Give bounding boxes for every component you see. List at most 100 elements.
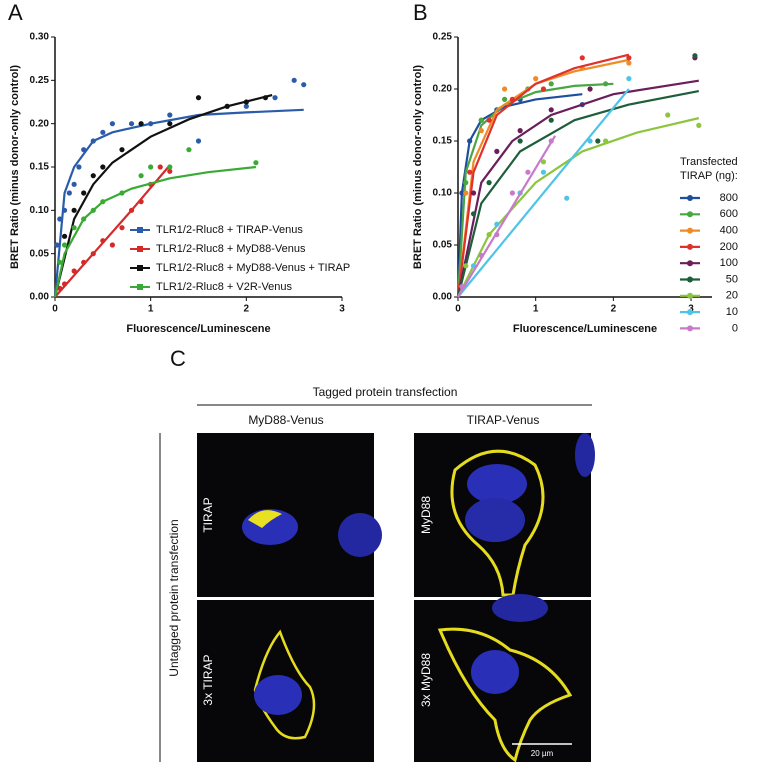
data-point (626, 60, 632, 66)
data-point (148, 121, 154, 127)
data-point (467, 138, 473, 144)
data-point (167, 168, 173, 174)
y-tick-label: 0.30 (30, 32, 50, 43)
legend-label: 0 (732, 322, 738, 334)
data-point (81, 216, 87, 222)
legend-marker (687, 243, 693, 250)
legend-label: TLR1/2-Rluc8 + MyD88-Venus + TIRAP (156, 262, 350, 274)
data-point (61, 233, 68, 239)
micrograph: 3x TIRAP (197, 600, 374, 762)
data-point (71, 207, 77, 213)
legend-label: 800 (720, 192, 738, 204)
legend-label: 50 (726, 273, 738, 285)
y-tick-label: 0.05 (30, 248, 50, 259)
data-point (517, 128, 523, 134)
y-tick-label: 0.10 (433, 188, 453, 199)
y-tick-label: 0.10 (30, 205, 50, 216)
x-tick-label: 0 (455, 304, 461, 315)
data-point (138, 199, 144, 205)
y-tick-label: 0.20 (30, 118, 50, 129)
legend-title: Transfected (680, 156, 738, 168)
data-point (100, 164, 106, 170)
y-tick-label: 0.00 (30, 292, 50, 303)
data-point (502, 96, 508, 102)
data-point (548, 81, 554, 87)
data-point (81, 147, 87, 153)
data-point (548, 107, 554, 113)
data-point (540, 159, 547, 165)
y-axis-label: BRET Ratio (minus donor-only control) (412, 65, 424, 269)
legend-marker (137, 284, 143, 290)
y-tick-label: 0.00 (433, 292, 453, 303)
data-point (502, 86, 508, 92)
legend-marker (687, 292, 693, 299)
data-point (224, 103, 230, 109)
legend-label: 100 (720, 257, 738, 269)
data-point (494, 148, 500, 154)
data-point (486, 180, 492, 186)
data-point (119, 190, 125, 196)
data-point (54, 242, 60, 248)
data-point (696, 122, 702, 128)
legend-label: 400 (720, 225, 738, 237)
legend-marker (137, 265, 143, 271)
micrograph: TIRAP (197, 433, 382, 597)
data-point (602, 81, 609, 87)
data-point (494, 221, 500, 227)
data-point (517, 138, 523, 144)
panel-title: Tagged protein transfection (313, 385, 458, 399)
data-point (119, 147, 125, 153)
data-point (486, 232, 492, 238)
x-tick-label: 3 (339, 304, 345, 315)
data-point (66, 190, 72, 196)
data-point (76, 164, 82, 170)
y-axis-label: BRET Ratio (minus donor-only control) (9, 65, 21, 269)
data-point (467, 169, 473, 175)
data-point (90, 207, 96, 213)
panel-label: C (170, 346, 186, 371)
data-point (494, 232, 500, 238)
data-point (100, 129, 106, 135)
data-point (463, 263, 469, 269)
legend-label: TLR1/2-Rluc8 + TIRAP-Venus (156, 224, 303, 236)
data-point (90, 138, 96, 144)
data-point (291, 77, 297, 83)
legend-label: TLR1/2-Rluc8 + MyD88-Venus (156, 243, 306, 255)
x-axis-label: Fluorescence/Luminescene (513, 323, 657, 335)
data-point (167, 121, 173, 127)
data-point (57, 216, 63, 222)
data-point (81, 259, 87, 265)
legend-marker (687, 309, 693, 316)
data-point (587, 86, 593, 92)
data-point (470, 190, 477, 196)
fit-curve (457, 88, 630, 298)
data-point (138, 173, 144, 179)
data-point (459, 284, 465, 290)
x-tick-label: 2 (611, 304, 617, 315)
legend-marker (687, 211, 693, 218)
x-tick-label: 0 (52, 304, 58, 315)
data-point (253, 160, 259, 166)
image-label: 3x MyD88 (419, 653, 433, 707)
y-tick-label: 0.05 (433, 240, 453, 251)
data-point (243, 99, 249, 105)
data-point (71, 181, 77, 187)
y-tick-label: 0.25 (30, 75, 50, 86)
image-label: 3x TIRAP (201, 654, 215, 705)
data-point (665, 112, 671, 118)
legend-marker (137, 246, 143, 252)
data-point (692, 53, 698, 59)
fit-curve (53, 165, 257, 298)
data-point (540, 86, 547, 92)
data-point (81, 190, 87, 196)
legend-marker (687, 260, 693, 267)
panel-label: A (8, 0, 23, 25)
data-point (61, 207, 68, 213)
data-point (533, 76, 539, 82)
fit-curve (53, 108, 304, 298)
data-point (157, 164, 163, 170)
data-point (100, 238, 106, 244)
data-point (109, 242, 115, 248)
data-point (71, 268, 77, 274)
